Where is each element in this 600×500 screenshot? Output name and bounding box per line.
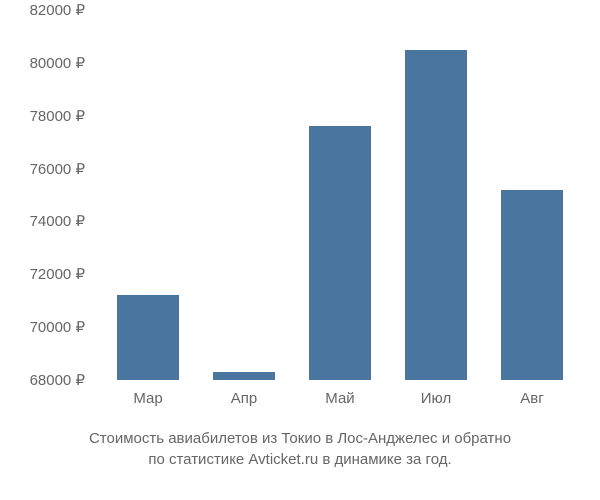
y-tick-label: 76000 ₽ [0, 160, 85, 178]
y-tick-label: 68000 ₽ [0, 371, 85, 389]
x-axis: Мар Апр Май Июл Авг [100, 385, 580, 415]
y-tick-label: 80000 ₽ [0, 54, 85, 72]
y-tick-label: 74000 ₽ [0, 212, 85, 230]
bar [213, 372, 275, 380]
x-tick-label: Май [325, 390, 354, 407]
bar [117, 295, 179, 380]
caption-line-1: Стоимость авиабилетов из Токио в Лос-Анд… [20, 428, 580, 449]
bar [309, 126, 371, 380]
y-axis: 68000 ₽70000 ₽72000 ₽74000 ₽76000 ₽78000… [0, 10, 95, 380]
chart-container: 68000 ₽ 70000 ₽ 72000 ₽ 74000 ₽ 76000 ₽ 78000… [0, 0, 600, 500]
bar [405, 50, 467, 380]
y-tick-label: 82000 ₽ [0, 1, 85, 19]
y-tick-label: 78000 ₽ [0, 107, 85, 125]
caption-line-2: по статистике Avticket.ru в динамике за … [20, 449, 580, 470]
x-tick-label: Апр [231, 390, 257, 407]
x-tick-label: Авг [520, 390, 543, 407]
y-tick-label: 72000 ₽ [0, 265, 85, 283]
bar [501, 190, 563, 380]
x-tick-label: Июл [421, 390, 451, 407]
y-tick-label: 70000 ₽ [0, 318, 85, 336]
x-tick-label: Мар [133, 390, 162, 407]
chart-caption: Стоимость авиабилетов из Токио в Лос-Анд… [0, 428, 600, 470]
plot-area [100, 10, 580, 380]
